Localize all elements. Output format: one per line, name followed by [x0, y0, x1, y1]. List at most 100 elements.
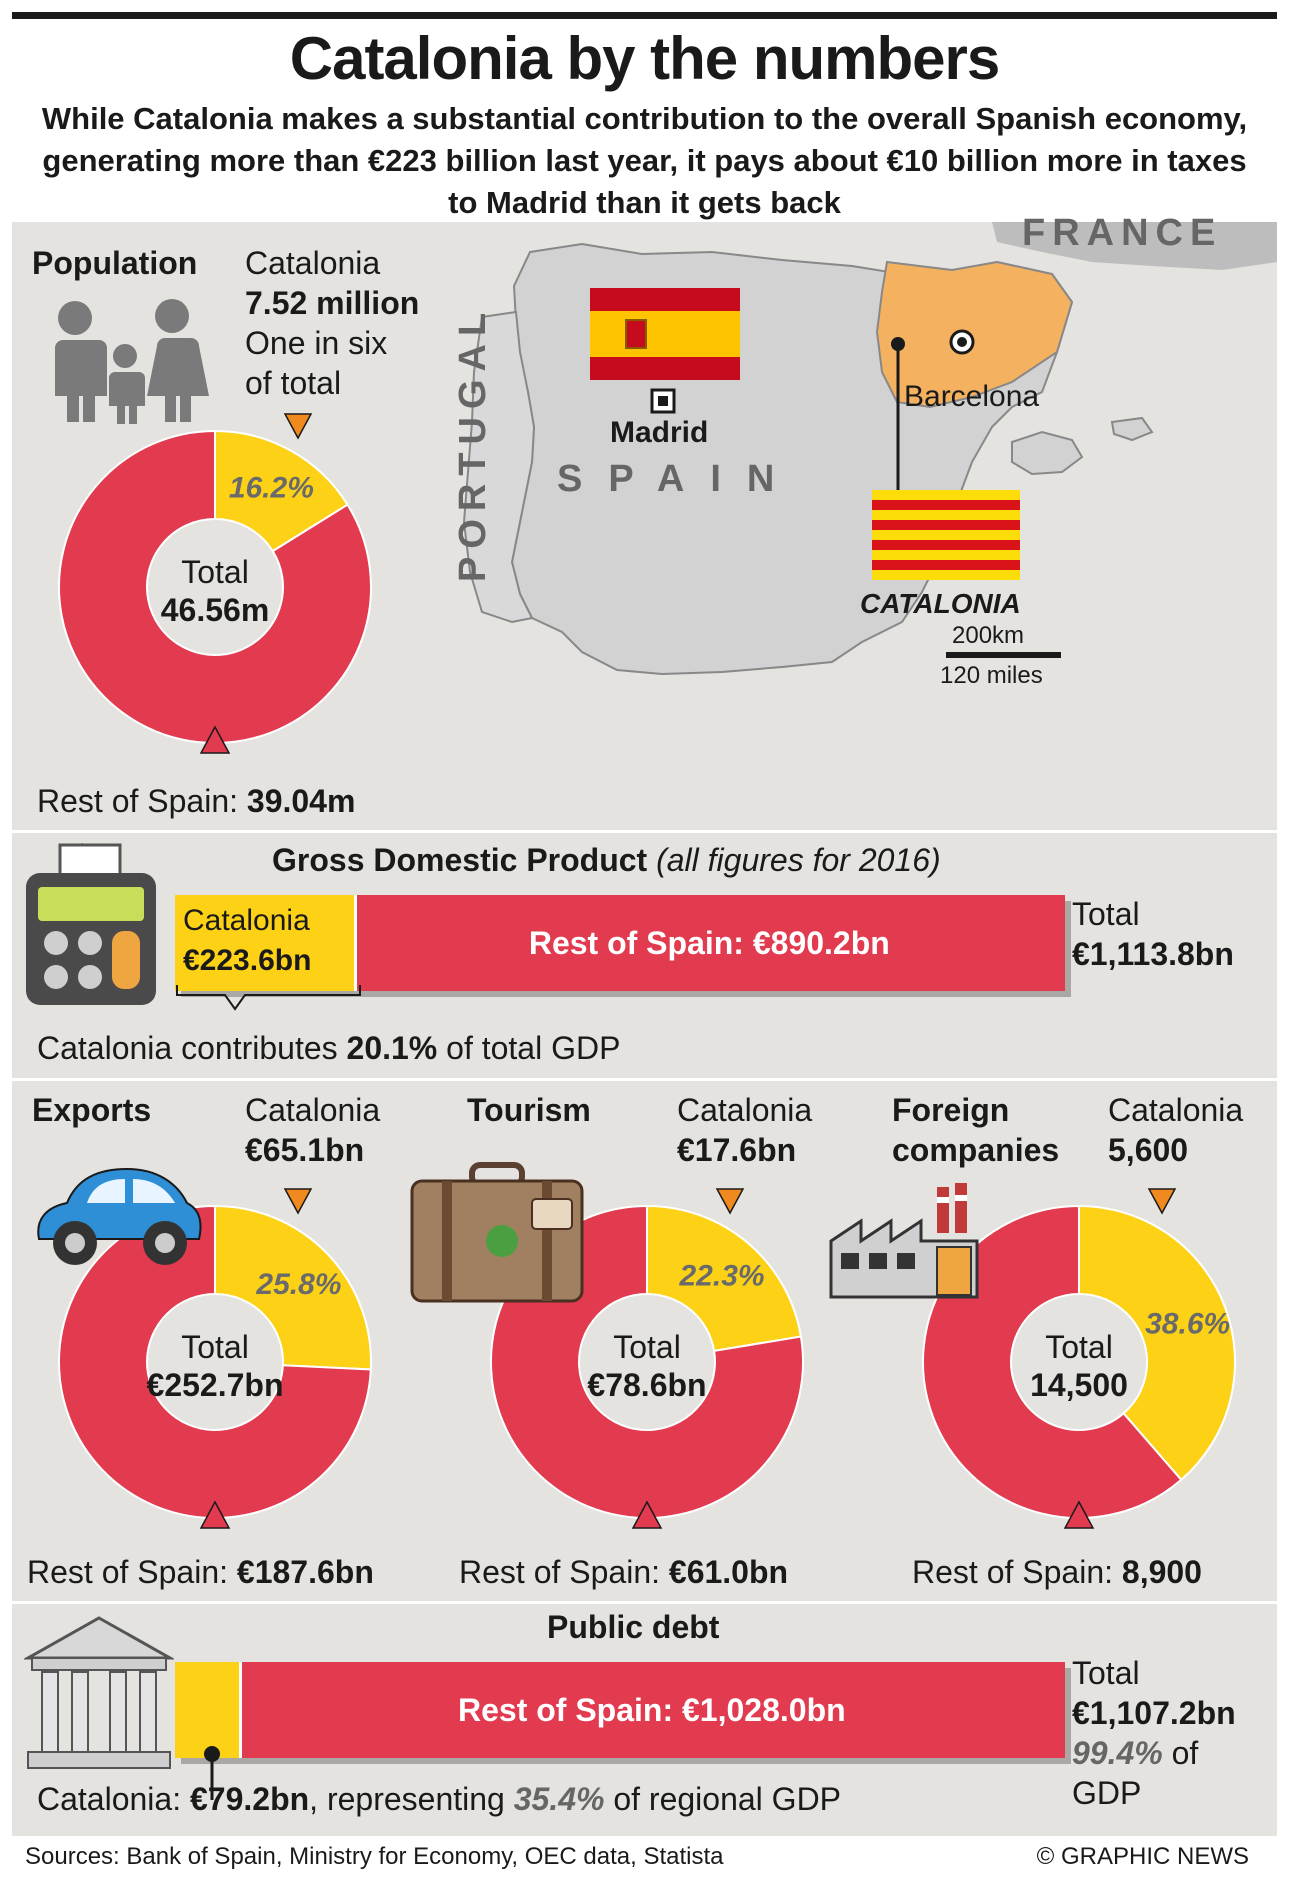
- map-scale-miles: 120 miles: [940, 662, 1043, 689]
- gdp-footnote-suffix: of total GDP: [446, 1030, 621, 1066]
- catalonia-pointer-triangle: [1147, 1188, 1177, 1215]
- rest-of-spain-bar-segment: [238, 1662, 1065, 1758]
- credit: © GRAPHIC NEWS: [1036, 1843, 1249, 1870]
- rest-of-spain-bar-label: Rest of Spain: €1,028.0bn: [457, 1691, 846, 1728]
- separator: [12, 1601, 1277, 1604]
- catalonia-percent-label: 38.6%: [1145, 1307, 1230, 1340]
- population-note-line2: of total: [245, 365, 342, 401]
- debt-total-label: Total: [1072, 1655, 1140, 1691]
- gdp-heading-line: Gross Domestic Product (all figures for …: [272, 841, 941, 879]
- total-label: Total: [181, 554, 249, 590]
- gdp-catalonia-label: Catalonia: [183, 904, 310, 937]
- exports-heading: Exports: [32, 1092, 152, 1128]
- catalonia-percent-label: 25.8%: [255, 1268, 341, 1301]
- exports-catalonia-label: Catalonia: [245, 1092, 381, 1128]
- catalonia-percent-label: 16.2%: [229, 472, 314, 505]
- rest-pointer-triangle: [1063, 1500, 1095, 1529]
- total-label: Total: [613, 1329, 681, 1365]
- tourism-catalonia-label: Catalonia: [677, 1092, 813, 1128]
- catalonia-slice: [214, 429, 349, 553]
- page-subtitle: While Catalonia makes a substantial cont…: [41, 101, 1248, 220]
- scale-bar: [946, 652, 1061, 658]
- population-note-line1: One in six: [245, 325, 388, 361]
- total-label: Total: [1045, 1329, 1113, 1365]
- rest-of-spain-slice: [922, 1204, 1183, 1519]
- map-label-barcelona: Barcelona: [904, 380, 1040, 413]
- debt-catalonia-label: Catalonia:: [37, 1781, 182, 1817]
- catalonia-bar-segment: [175, 895, 354, 991]
- debt-catalonia-value: €79.2bn: [189, 1781, 310, 1817]
- debt-note-suffix: of regional GDP: [613, 1781, 842, 1817]
- gdp-footnote-value: 20.1%: [346, 1030, 438, 1066]
- catalonia-slice: [1078, 1204, 1236, 1482]
- rest-of-spain-bar-segment: [353, 895, 1065, 991]
- catalonia-pointer-triangle: [283, 413, 313, 440]
- debt-catalonia-note: Catalonia: €79.2bn, representing 35.4% o…: [37, 1780, 841, 1818]
- total-label: Total: [181, 1329, 249, 1365]
- gdp-callout-bracket: [176, 985, 361, 1011]
- population-rest-label: Rest of Spain:: [37, 783, 238, 819]
- gdp-catalonia-bar-label: Catalonia €223.6bn: [183, 901, 311, 981]
- bank-building-icon: [24, 1616, 174, 1769]
- debt-total-pct-suffix: of: [1171, 1735, 1199, 1771]
- foreign-heading-line1: Foreign: [892, 1092, 1010, 1128]
- barcelona-marker: [949, 329, 975, 355]
- balearic-islands: [1011, 416, 1154, 476]
- population-rest-line: Rest of Spain: 39.04m: [37, 782, 355, 820]
- exports-rest-value: €187.6bn: [236, 1554, 374, 1590]
- foreign-heading-line2: companies: [892, 1132, 1060, 1168]
- total-value: 46.56m: [161, 592, 270, 628]
- total-value: 14,500: [1030, 1367, 1128, 1403]
- car-icon: [37, 1167, 202, 1265]
- gdp-catalonia-value: €223.6bn: [183, 944, 312, 977]
- iberia-map: [462, 222, 1277, 676]
- separator: [12, 1078, 1277, 1081]
- catalonia-region: [875, 260, 1074, 409]
- catalonia-pointer-triangle: [283, 1188, 313, 1215]
- france-landmass: [992, 222, 1277, 270]
- gdp-footnote-prefix: Catalonia contributes: [37, 1030, 338, 1066]
- debt-total-value: €1,107.2bn: [1072, 1695, 1236, 1731]
- map-label-spain: SPAIN: [557, 458, 801, 500]
- gdp-bar: Rest of Spain: €890.2bn Catalonia €223.6bn: [175, 895, 1065, 991]
- exports-rest-line: Rest of Spain: €187.6bn: [27, 1553, 374, 1591]
- population-rest-value: 39.04m: [246, 783, 356, 819]
- exports-donut: 25.8%Total€252.7bn: [58, 1188, 372, 1529]
- tourism-rest-label: Rest of Spain:: [459, 1554, 660, 1590]
- foreign-rest-label: Rest of Spain:: [912, 1554, 1113, 1590]
- calculator-icon: [26, 843, 156, 1005]
- catalonia-bar-segment: [175, 1662, 239, 1758]
- total-value: €252.7bn: [147, 1367, 284, 1403]
- rest-pointer-triangle: [631, 1500, 663, 1529]
- map-scale-km: 200km: [952, 622, 1025, 649]
- gdp-total-value: €1,113.8bn: [1072, 936, 1234, 972]
- debt-total-pct-line2: GDP: [1072, 1775, 1142, 1811]
- family-icon: [51, 299, 209, 424]
- rest-pointer-triangle: [199, 1500, 231, 1529]
- map-label-portugal: PORTUGAL: [452, 304, 494, 582]
- population-heading: Population: [32, 245, 198, 281]
- debt-total-pct: 99.4%: [1072, 1735, 1163, 1771]
- foreign-rest-value: 8,900: [1121, 1554, 1202, 1590]
- population-catalonia-label: Catalonia: [245, 245, 381, 281]
- debt-panel: Public debt Rest of Spain: €1,028.0bn To…: [12, 1604, 1277, 1836]
- foreign-rest-line: Rest of Spain: 8,900: [912, 1553, 1202, 1591]
- population-panel: Population Catalonia 7.52 million One in…: [12, 212, 1277, 830]
- gdp-heading-note: (all figures for 2016): [656, 842, 941, 878]
- trade-panel: Exports Catalonia €65.1bn 25.8% Total €252…: [12, 1081, 1277, 1601]
- map-label-catalonia: CATALONIA: [860, 588, 1021, 619]
- tourism-rest-line: Rest of Spain: €61.0bn: [459, 1553, 788, 1591]
- debt-bar: Rest of Spain: €1,028.0bn: [175, 1662, 1065, 1758]
- map-label-madrid: Madrid: [610, 416, 709, 449]
- suitcase-icon: [410, 1162, 584, 1303]
- exports-rest-label: Rest of Spain:: [27, 1554, 228, 1590]
- debt-total-pct-line: 99.4% of: [1072, 1734, 1198, 1772]
- exports-catalonia-value: €65.1bn: [245, 1132, 365, 1168]
- madrid-marker: [650, 388, 676, 414]
- foreign-catalonia-label: Catalonia: [1108, 1092, 1244, 1128]
- separator: [12, 830, 1277, 833]
- gdp-footnote: Catalonia contributes 20.1% of total GDP: [37, 1029, 620, 1067]
- gdp-heading: Gross Domestic Product: [272, 842, 648, 878]
